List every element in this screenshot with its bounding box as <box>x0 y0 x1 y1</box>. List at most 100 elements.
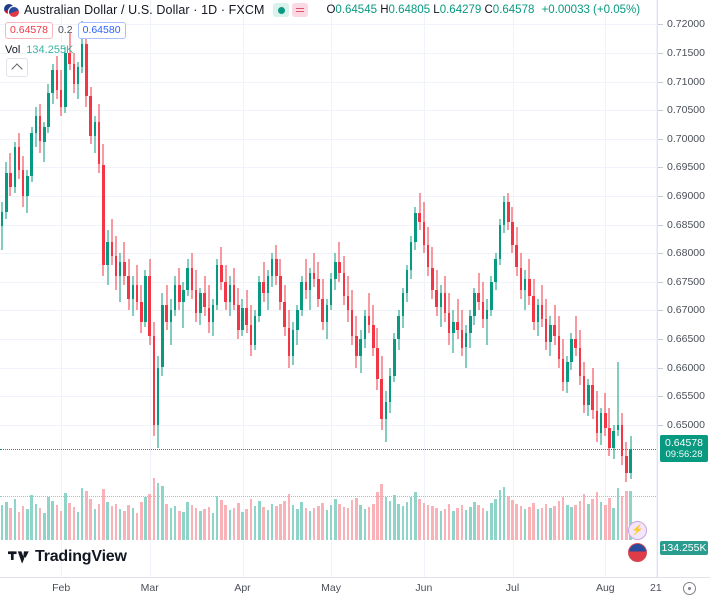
candlestick <box>582 0 586 578</box>
volume-bar <box>469 506 472 540</box>
candle-body <box>118 261 122 276</box>
volume-bar <box>502 486 506 540</box>
volume-bar <box>426 504 430 540</box>
volume-bar <box>616 488 620 540</box>
volume-bar <box>308 510 312 540</box>
candlestick <box>68 0 71 578</box>
volume-bar <box>557 501 561 540</box>
candlestick <box>249 0 253 578</box>
price-tick-mark <box>658 424 663 426</box>
candlestick <box>127 0 130 578</box>
current-price-badge[interactable]: 0.64578 09:56:28 <box>660 434 708 462</box>
us-flag-icon[interactable] <box>628 543 647 562</box>
candle-body <box>245 307 248 325</box>
candlestick <box>393 0 396 578</box>
clock-icon[interactable] <box>683 582 696 595</box>
volume-bar <box>72 507 76 540</box>
volume-bar <box>215 496 219 540</box>
candle-body <box>55 70 59 91</box>
volume-bar <box>570 507 573 540</box>
price-tick-mark <box>658 339 663 340</box>
candle-body <box>426 244 430 268</box>
candlestick <box>608 0 611 578</box>
candle-body <box>338 261 341 274</box>
lightning-bolt-icon[interactable]: ⚡ <box>628 521 647 540</box>
candle-body <box>123 261 126 276</box>
volume-bar <box>350 500 354 540</box>
volume-bar <box>439 510 443 540</box>
candlestick <box>224 0 227 578</box>
badge-mid-value: 0.2 <box>57 24 73 36</box>
candle-body <box>325 304 329 322</box>
candle-wick <box>554 304 556 345</box>
candle-body <box>515 244 518 268</box>
candle-body <box>43 127 46 142</box>
candlestick <box>38 0 42 578</box>
candlestick <box>528 0 531 578</box>
candle-body <box>262 281 265 294</box>
candle-body <box>76 67 80 85</box>
volume-bar <box>629 490 632 540</box>
candlestick <box>114 0 118 578</box>
candle-body <box>203 293 206 308</box>
volume-bar <box>329 504 333 540</box>
volume-bar <box>485 511 489 540</box>
candlestick <box>629 0 632 578</box>
volume-bar <box>414 491 417 540</box>
collapse-pane-button[interactable] <box>6 58 28 77</box>
volume-bar <box>89 499 92 540</box>
volume-bar <box>232 507 236 540</box>
volume-bar <box>34 503 38 540</box>
chart-pane[interactable] <box>0 0 658 578</box>
candlestick <box>76 0 80 578</box>
price-axis[interactable]: 0.72000 0.71500 0.71000 0.70500 0.70000 0.695… <box>658 0 710 578</box>
time-tick-label: Aug <box>595 582 615 594</box>
candle-wick <box>43 121 45 162</box>
price-tick-label: 0.71000 <box>667 75 705 88</box>
candle-wick <box>575 316 577 357</box>
volume-bar <box>266 510 270 540</box>
volume-bar <box>519 505 523 540</box>
volume-bar <box>620 495 624 540</box>
candle-body <box>372 324 375 348</box>
badge-low-price[interactable]: 0.64578 <box>5 21 53 39</box>
price-tick-label: 0.67500 <box>667 275 705 288</box>
volume-bar <box>346 507 350 540</box>
settings-icon[interactable] <box>292 3 309 17</box>
candle-body <box>68 52 71 65</box>
time-axis[interactable]: Feb Mar Apr May Jun Jul Aug 21 <box>0 578 710 600</box>
candle-body <box>300 281 303 311</box>
price-tick-mark <box>658 396 663 398</box>
candlestick <box>194 0 198 578</box>
candlestick <box>397 0 400 578</box>
candle-wick <box>617 361 619 437</box>
candlestick <box>587 0 590 578</box>
volume-bar <box>566 504 569 540</box>
volume-bar <box>245 508 248 540</box>
volume-bar <box>553 506 556 540</box>
candlestick <box>511 0 514 578</box>
candlestick <box>523 0 527 578</box>
volume-bar <box>203 509 206 540</box>
volume-bar <box>393 495 396 540</box>
time-tick-label: Apr <box>234 582 251 594</box>
volume-bar <box>507 495 510 540</box>
candle-body <box>464 333 468 348</box>
volume-bar <box>190 505 194 540</box>
volume-badge[interactable]: 134.255K <box>660 541 708 555</box>
candlestick <box>207 0 211 578</box>
volume-bar <box>76 511 80 540</box>
time-tick-label: 21 <box>650 582 662 594</box>
candle-body <box>72 64 76 85</box>
volume-bar <box>169 508 173 540</box>
price-tick-mark <box>658 195 663 197</box>
candlestick <box>275 0 278 578</box>
volume-bar <box>199 510 202 540</box>
eye-toggle-icon[interactable] <box>273 3 290 17</box>
volume-bar <box>561 496 565 540</box>
candlestick <box>55 0 59 578</box>
candle-body <box>481 301 485 319</box>
candle-body <box>194 290 198 314</box>
candlestick <box>131 0 135 578</box>
badge-high-price[interactable]: 0.64580 <box>77 21 126 39</box>
